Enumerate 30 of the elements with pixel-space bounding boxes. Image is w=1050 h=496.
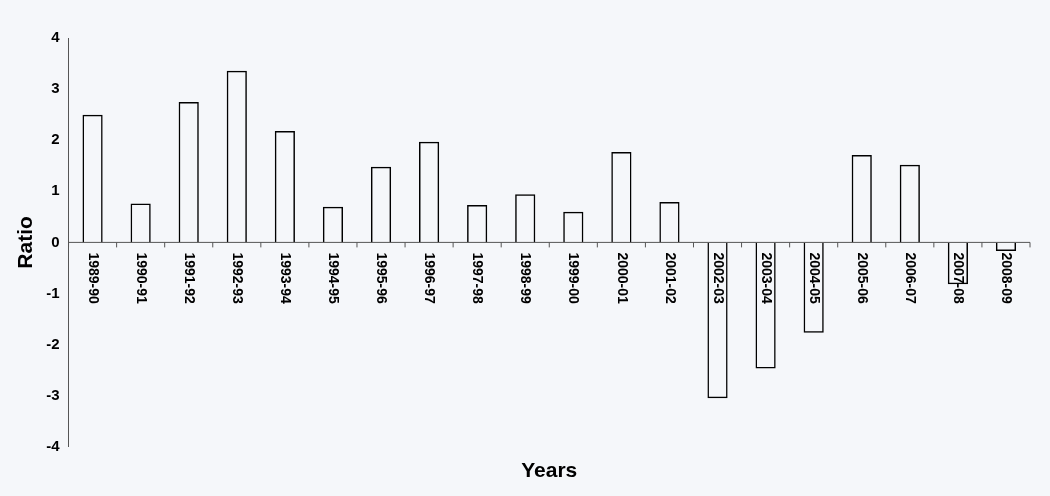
x-tick-label: 1994-95 (326, 252, 343, 304)
x-tick-label: 2005-06 (854, 252, 871, 304)
y-tick-label: -2 (46, 334, 60, 352)
x-tick-label: 1997-98 (470, 252, 487, 304)
x-tick-label: 1998-99 (518, 252, 535, 304)
y-tick-label: -3 (46, 385, 60, 403)
y-tick-label: -4 (46, 436, 61, 454)
x-tick-label: 1990-91 (133, 252, 150, 304)
x-tick-label: 2000-01 (614, 252, 631, 304)
x-tick-label: 1996-97 (422, 252, 439, 304)
x-tick-label: 1995-96 (374, 252, 391, 304)
x-tick-label: 1999-00 (566, 252, 583, 304)
x-tick-label: 2001-02 (662, 252, 679, 304)
x-tick-label: 1989-90 (85, 252, 102, 304)
x-tick-label: 2003-04 (758, 252, 775, 304)
x-axis-title: Years (521, 458, 578, 482)
x-tick-label: 2004-05 (806, 252, 823, 304)
x-tick-label: 2006-07 (902, 252, 919, 304)
x-tick-label: 1992-93 (229, 252, 246, 304)
x-tick-label: 2002-03 (710, 252, 727, 304)
y-tick-label: 1 (51, 181, 60, 199)
x-tick-label: 1991-92 (181, 252, 198, 304)
y-tick-label: 2 (51, 130, 60, 148)
y-tick-label: 3 (51, 79, 60, 97)
x-tick-label: 2008-09 (999, 252, 1016, 304)
y-axis-title: Ratio (13, 216, 37, 269)
y-tick-label: -1 (46, 283, 60, 301)
y-tick-label: 0 (51, 232, 60, 250)
x-tick-label: 1993-94 (278, 252, 295, 304)
y-tick-label: 4 (51, 28, 61, 46)
